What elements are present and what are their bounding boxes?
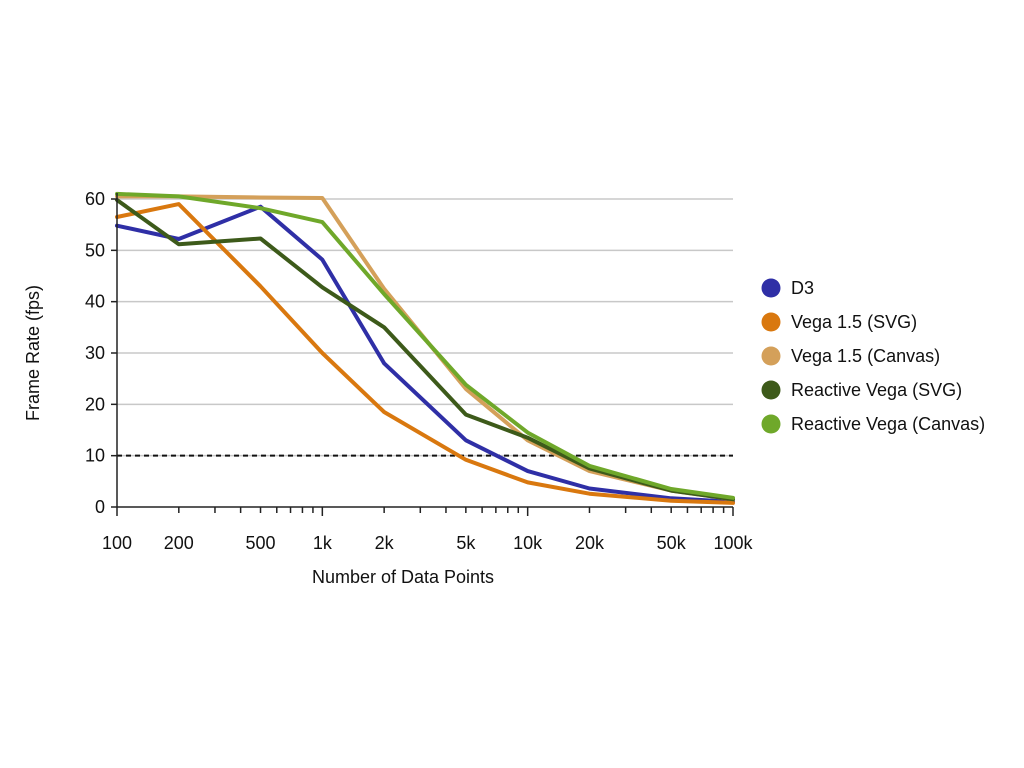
legend-swatch-0 [761,278,781,298]
legend-swatch-4 [761,414,781,434]
x-tick-label: 100k [713,533,753,553]
series-lines [115,191,735,505]
x-tick-label: 2k [375,533,395,553]
x-axis-title: Number of Data Points [312,567,494,587]
y-tick-label: 40 [85,292,105,312]
y-tick-label: 10 [85,446,105,466]
x-tick-label: 5k [456,533,476,553]
legend-label-1: Vega 1.5 (SVG) [791,312,917,332]
y-tick-label: 50 [85,240,105,260]
series-line-0 [115,204,735,504]
legend-label-0: D3 [791,278,814,298]
y-tick-label: 30 [85,343,105,363]
x-tick-label: 100 [102,533,132,553]
legend-swatch-1 [761,312,781,332]
legend-swatch-2 [761,346,781,366]
y-tick-label: 60 [85,189,105,209]
x-tick-label: 20k [575,533,605,553]
y-tick-label: 20 [85,394,105,414]
series-line-3 [115,198,735,502]
x-tick-label: 200 [164,533,194,553]
legend-label-2: Vega 1.5 (Canvas) [791,346,940,366]
x-tick-label: 50k [657,533,687,553]
x-tick-label: 10k [513,533,543,553]
legend-label-3: Reactive Vega (SVG) [791,380,962,400]
legend-swatch-3 [761,380,781,400]
x-tick-label: 500 [245,533,275,553]
axes [116,193,733,508]
x-tick-label: 1k [313,533,333,553]
series-line-4 [115,191,735,500]
y-tick-label: 0 [95,497,105,517]
y-axis-title: Frame Rate (fps) [23,285,43,421]
legend: D3 Vega 1.5 (SVG) Vega 1.5 (Canvas) Reactiv… [761,278,985,434]
legend-label-4: Reactive Vega (Canvas) [791,414,985,434]
ticks: 0 10 20 30 40 50 60 100 200 500 1k 2k 5k 10k 20k 50k 100… [85,189,754,553]
series-line-1 [115,202,735,505]
